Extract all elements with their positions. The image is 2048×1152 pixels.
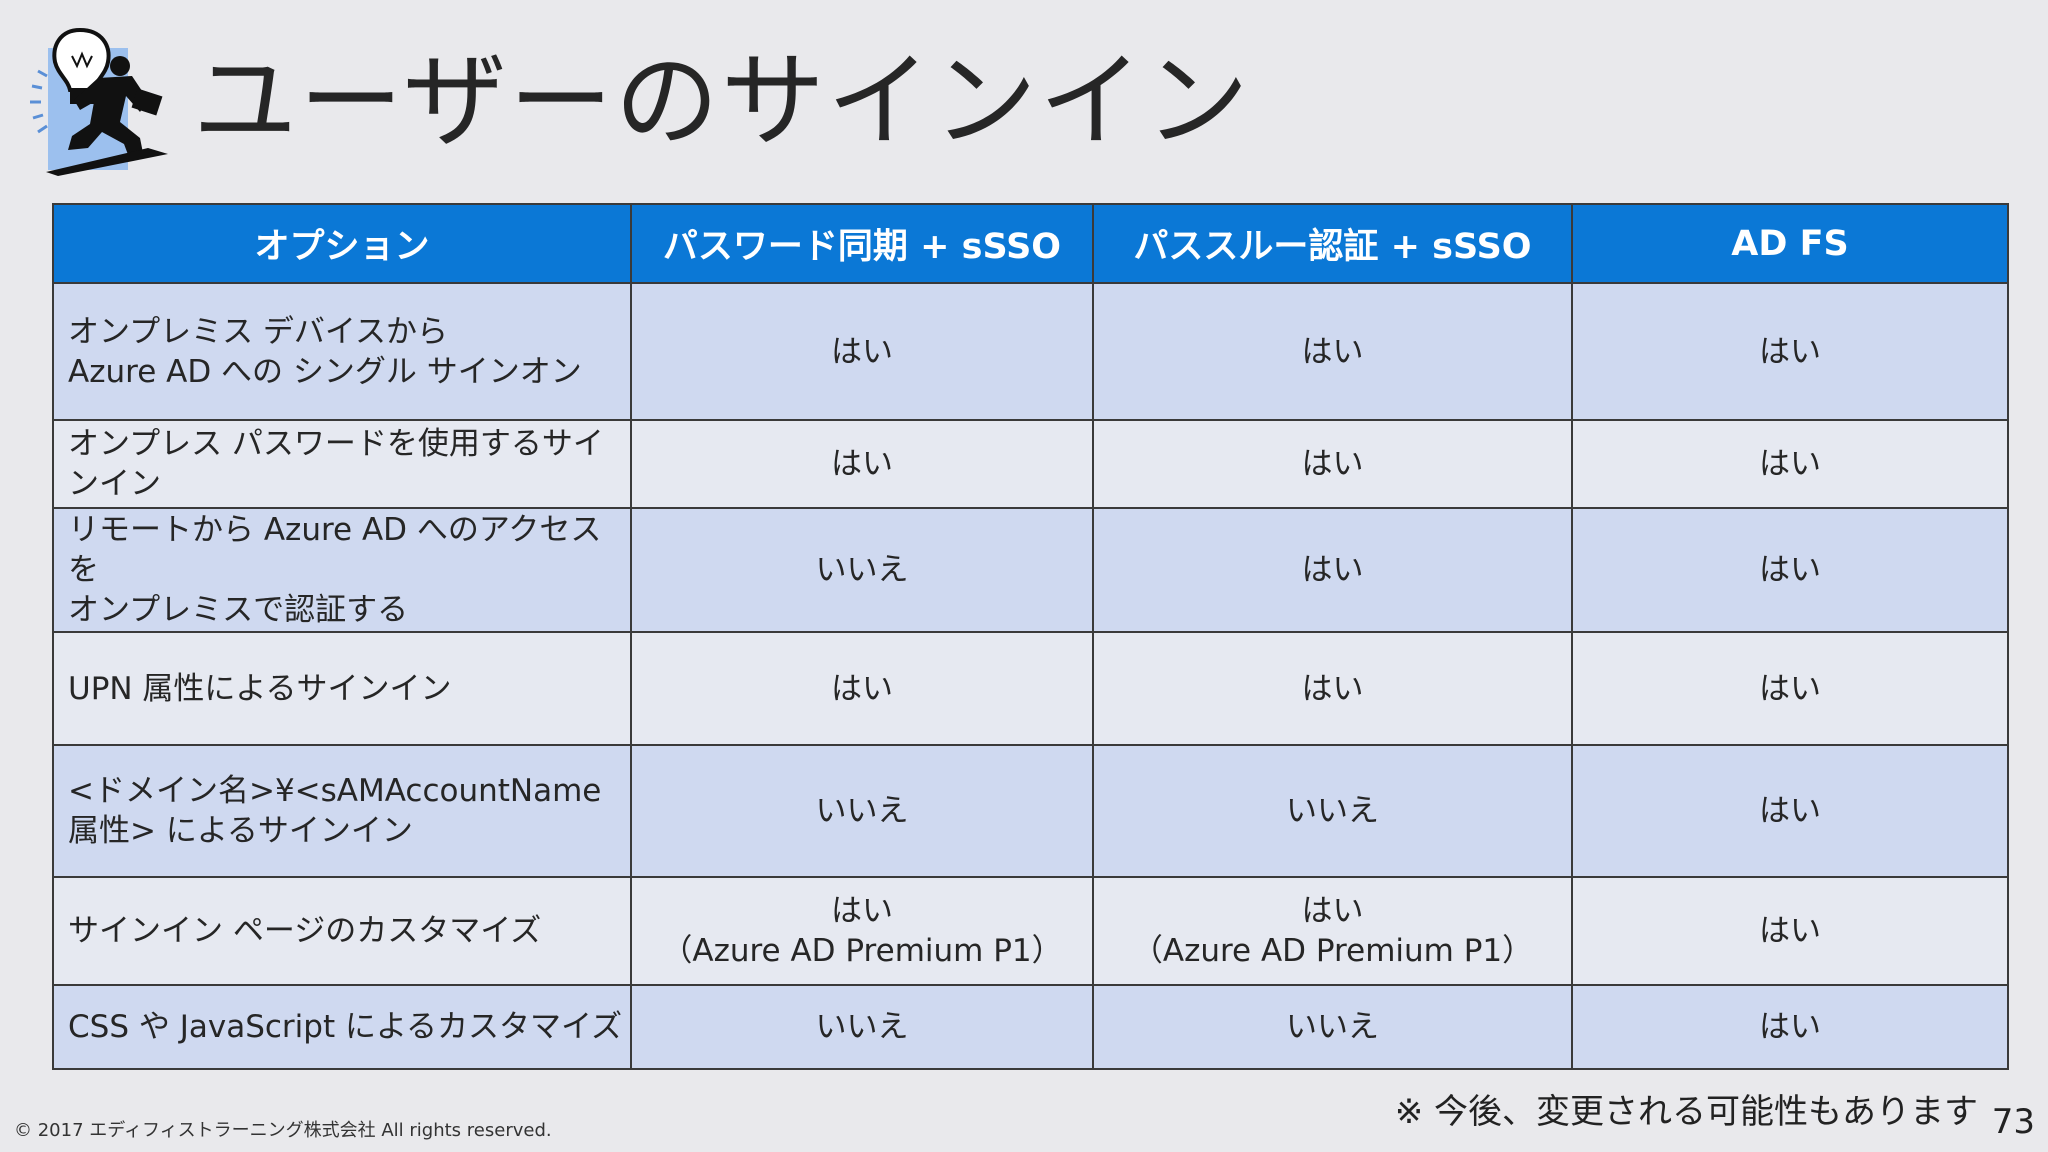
cell-line: はい — [1759, 793, 1821, 829]
option-line: オンプレス パスワードを使用するサインイン — [68, 426, 604, 502]
value-cell: はい — [1092, 419, 1573, 509]
value-cell: いいえ — [1092, 744, 1573, 878]
value-cell: はい — [630, 631, 1094, 746]
value-cell: はい — [1571, 282, 2009, 421]
option-cell: <ドメイン名>¥<sAMAccountName 属性> によるサインイン — [52, 744, 632, 878]
cell-line: いいえ — [815, 552, 909, 588]
page-number: 73 — [1991, 1102, 2035, 1142]
option-cell: UPN 属性によるサインイン — [52, 631, 632, 746]
cell-line: いいえ — [815, 793, 909, 829]
value-cell: はい （Azure AD Premium P1） — [630, 876, 1094, 986]
cell-line: はい — [831, 893, 893, 929]
table-row: オンプレス パスワードを使用するサインイン はい はい はい — [52, 419, 2009, 509]
header-password-sync: パスワード同期 + sSSO — [630, 203, 1094, 284]
cell-line: はい — [831, 670, 893, 707]
cell-line: いいえ — [1286, 793, 1379, 829]
option-cell: オンプレス パスワードを使用するサインイン — [52, 419, 632, 509]
option-line: Azure AD への シングル サインオン — [68, 353, 582, 390]
option-line: リモートから Azure AD へのアクセスを — [68, 512, 602, 588]
header-ad-fs: AD FS — [1571, 203, 2009, 284]
value-cell: いいえ — [630, 984, 1094, 1070]
cell-line: はい — [1759, 333, 1821, 370]
value-cell: いいえ — [630, 744, 1094, 878]
option-line: 属性> によるサインイン — [68, 813, 413, 849]
cell-line: （Azure AD Premium P1） — [661, 933, 1063, 969]
table-row: UPN 属性によるサインイン はい はい はい — [52, 631, 2009, 746]
copyright: © 2017 エディフィストラーニング株式会社 All rights reser… — [14, 1120, 552, 1141]
cell-line: はい — [1301, 893, 1364, 929]
value-cell: はい — [1571, 419, 2009, 509]
cell-line: はい — [1759, 552, 1821, 588]
cell-line: はい — [1759, 913, 1821, 949]
value-cell: はい — [1571, 631, 2009, 746]
option-line: サインイン ページのカスタマイズ — [68, 913, 542, 949]
option-line: CSS や JavaScript によるカスタマイズ — [68, 1009, 623, 1045]
value-cell: いいえ — [630, 507, 1094, 633]
footnote: ※ 今後、変更される可能性もあります — [1394, 1092, 1978, 1132]
cell-line: はい — [1759, 670, 1821, 707]
option-line: UPN 属性によるサインイン — [68, 670, 452, 707]
cell-line: はい — [831, 333, 893, 370]
value-cell: はい — [630, 282, 1094, 421]
table-row: オンプレミス デバイスから Azure AD への シングル サインオン はい … — [52, 282, 2009, 421]
value-cell: はい — [630, 419, 1094, 509]
value-cell: はい — [1571, 876, 2009, 986]
option-cell: CSS や JavaScript によるカスタマイズ — [52, 984, 632, 1070]
value-cell: はい — [1092, 282, 1573, 421]
cell-line: はい — [831, 446, 893, 482]
cell-line: いいえ — [815, 1009, 909, 1045]
value-cell: いいえ — [1092, 984, 1573, 1070]
cell-line: いいえ — [1286, 1009, 1379, 1045]
cell-line: （Azure AD Premium P1） — [1131, 933, 1534, 969]
value-cell: はい — [1092, 507, 1573, 633]
table-row: サインイン ページのカスタマイズ はい （Azure AD Premium P1… — [52, 876, 2009, 986]
table-row: CSS や JavaScript によるカスタマイズ いいえ いいえ はい — [52, 984, 2009, 1070]
option-cell: サインイン ページのカスタマイズ — [52, 876, 632, 986]
cell-line: はい — [1301, 670, 1364, 707]
cell-line: はい — [1301, 333, 1364, 370]
cell-line: はい — [1759, 446, 1821, 482]
value-cell: はい — [1092, 631, 1573, 746]
header-option: オプション — [52, 203, 632, 284]
option-cell: オンプレミス デバイスから Azure AD への シングル サインオン — [52, 282, 632, 421]
cell-line: はい — [1301, 446, 1364, 482]
table-header-row: オプション パスワード同期 + sSSO パススルー認証 + sSSO AD F… — [52, 203, 2009, 284]
cell-line: はい — [1759, 1009, 1821, 1045]
table-row: <ドメイン名>¥<sAMAccountName 属性> によるサインイン いいえ… — [52, 744, 2009, 878]
cell-line: はい — [1301, 552, 1364, 588]
value-cell: はい — [1571, 507, 2009, 633]
comparison-table: オプション パスワード同期 + sSSO パススルー認証 + sSSO AD F… — [52, 203, 2009, 1070]
option-line: <ドメイン名>¥<sAMAccountName — [68, 773, 602, 809]
value-cell: はい — [1571, 984, 2009, 1070]
slide-title: ユーザーのサインイン — [193, 40, 1251, 162]
header-passthrough-auth: パススルー認証 + sSSO — [1092, 203, 1573, 284]
value-cell: はい — [1571, 744, 2009, 878]
option-line: オンプレミスで認証する — [68, 592, 409, 628]
option-line: オンプレミス デバイスから — [68, 313, 448, 350]
option-cell: リモートから Azure AD へのアクセスを オンプレミスで認証する — [52, 507, 632, 633]
table-row: リモートから Azure AD へのアクセスを オンプレミスで認証する いいえ … — [52, 507, 2009, 633]
lightbulb-businessman-icon — [28, 26, 173, 176]
value-cell: はい （Azure AD Premium P1） — [1092, 876, 1573, 986]
